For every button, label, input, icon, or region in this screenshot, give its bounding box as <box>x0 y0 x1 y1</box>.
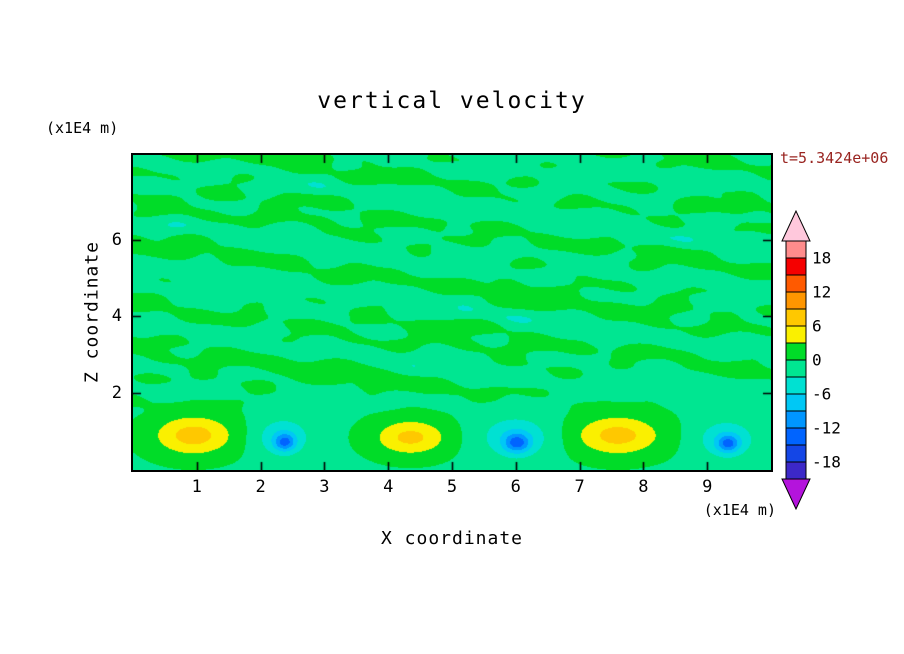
colorbar-tick-label: 0 <box>812 350 822 370</box>
x-axis-label: X coordinate <box>380 528 524 549</box>
contour-canvas <box>133 155 771 470</box>
x-tick-label: 9 <box>702 477 713 497</box>
time-annotation: t=5.3424e+06 <box>780 149 889 167</box>
x-axis-unit: (x1E4 m) <box>703 501 776 519</box>
x-tick-label: 1 <box>191 477 202 497</box>
colorbar-tick-label: 6 <box>812 316 822 336</box>
x-tick-label: 2 <box>255 477 266 497</box>
colorbar-tick-label: 12 <box>812 282 832 302</box>
colorbar-tick-label: -12 <box>812 418 841 438</box>
x-tick-label: 3 <box>319 477 330 497</box>
colorbar-tick-label: 18 <box>812 248 832 268</box>
plot-area <box>131 153 773 472</box>
x-tick-label: 6 <box>510 477 521 497</box>
y-axis-label: Z coordinate <box>81 240 103 384</box>
y-tick-label: 6 <box>111 229 122 250</box>
x-tick-label: 8 <box>638 477 649 497</box>
colorbar-tick-label: -6 <box>812 384 832 404</box>
y-tick-label: 2 <box>111 383 122 404</box>
chart-title: vertical velocity <box>317 88 587 114</box>
colorbar <box>776 209 816 511</box>
x-tick-label: 4 <box>383 477 394 497</box>
x-tick-label: 7 <box>574 477 585 497</box>
y-axis-unit: (x1E4 m) <box>46 119 119 137</box>
y-tick-label: 4 <box>111 306 122 327</box>
colorbar-tick-label: -18 <box>812 452 841 472</box>
x-tick-label: 5 <box>446 477 458 497</box>
